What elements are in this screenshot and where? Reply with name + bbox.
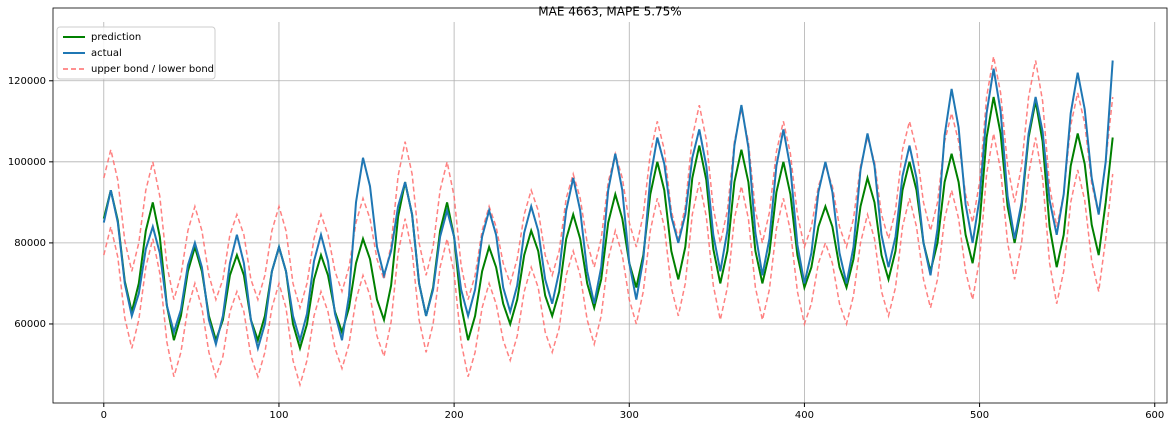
x-tick-label: 100: [269, 410, 288, 421]
series-line: [103, 133, 1114, 388]
plot-frame: [52, 7, 1168, 404]
y-tick-label: 100000: [8, 157, 46, 168]
series-line: [102, 60, 1114, 353]
x-tick-label: 400: [795, 410, 814, 421]
x-tick-label: 300: [620, 410, 639, 421]
y-tick-label: 60000: [14, 319, 46, 330]
legend-box: [56, 26, 216, 80]
y-tick-label: 120000: [8, 76, 46, 87]
x-tick-label: 200: [445, 410, 464, 421]
legend-label: upper bond / lower bond: [91, 64, 214, 75]
x-tick-label: 500: [970, 410, 989, 421]
x-tick-label: 600: [1145, 410, 1164, 421]
legend-label: actual: [91, 48, 122, 59]
x-tick-label: 0: [101, 410, 107, 421]
series-line: [102, 96, 1114, 352]
y-tick-label: 80000: [14, 238, 46, 249]
legend-label: prediction: [91, 32, 141, 43]
series-line: [103, 56, 1114, 311]
chart-title: MAE 4663, MAPE 5.75%: [538, 5, 681, 19]
